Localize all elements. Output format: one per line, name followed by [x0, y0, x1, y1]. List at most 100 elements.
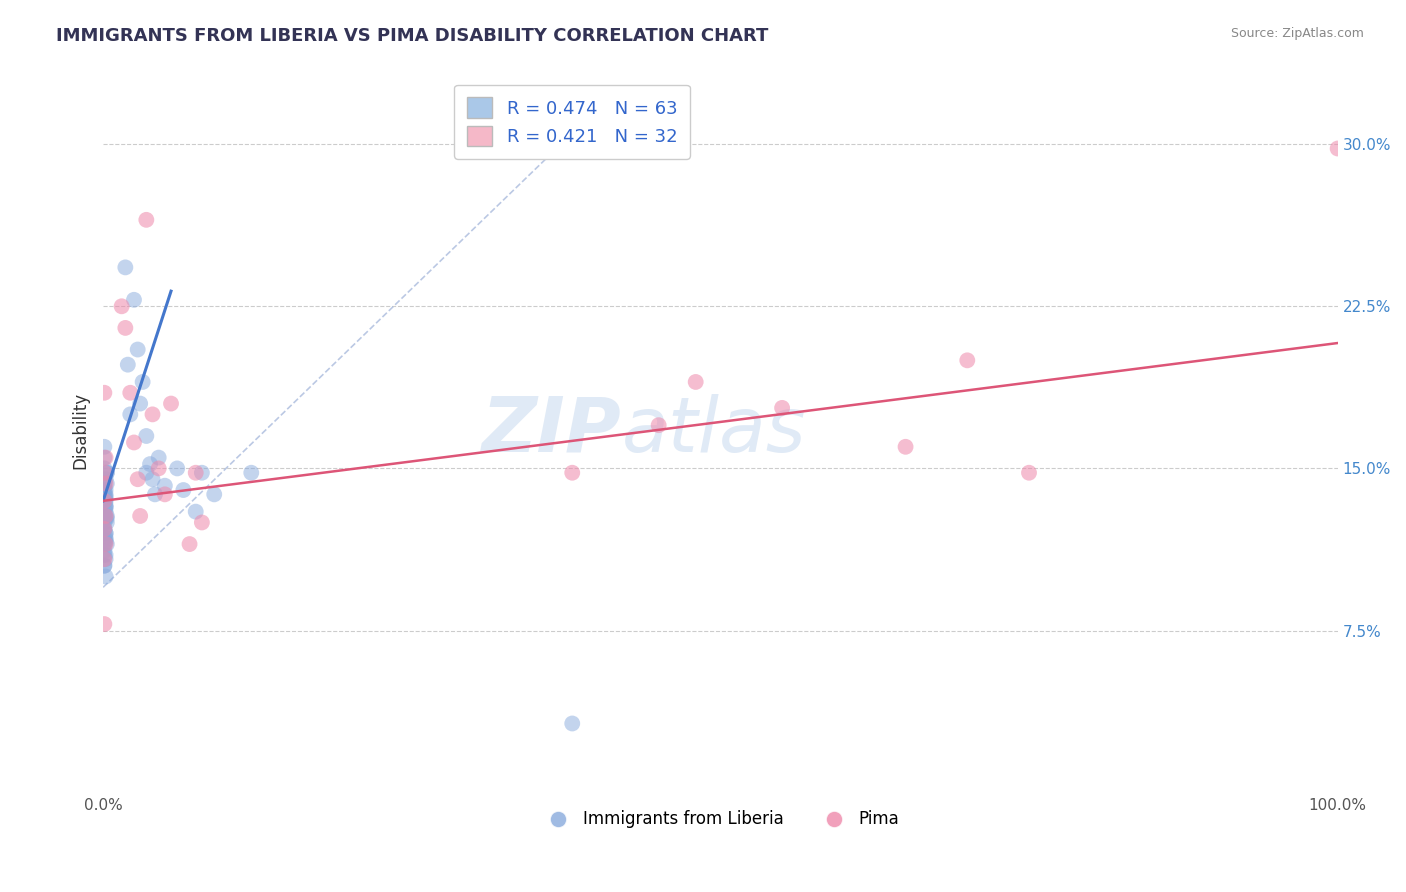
Point [202, 487, 225, 501]
Point [94, 526, 117, 541]
Point [93, 537, 115, 551]
Point [93, 385, 115, 400]
Point [685, 375, 707, 389]
Point [143, 487, 166, 501]
Point [94, 490, 117, 504]
Point [94, 533, 117, 547]
Text: atlas: atlas [621, 393, 806, 467]
Point [160, 396, 183, 410]
Point [93, 461, 115, 475]
Point [770, 401, 793, 415]
Legend: Immigrants from Liberia, Pima: Immigrants from Liberia, Pima [534, 804, 905, 835]
Point [96, 466, 118, 480]
Point [114, 260, 136, 275]
Point [1018, 466, 1040, 480]
Point [93, 558, 115, 573]
Point [94, 500, 117, 515]
Point [93, 516, 115, 530]
Point [94, 569, 117, 583]
Point [240, 466, 263, 480]
Point [179, 537, 201, 551]
Point [94, 472, 117, 486]
Point [93, 558, 115, 573]
Point [135, 212, 157, 227]
Text: Source: ZipAtlas.com: Source: ZipAtlas.com [1230, 27, 1364, 40]
Point [141, 472, 163, 486]
Point [93, 508, 115, 523]
Point [129, 508, 152, 523]
Point [1326, 141, 1348, 155]
Point [131, 375, 153, 389]
Point [94, 487, 117, 501]
Point [93, 543, 115, 558]
Point [94, 548, 117, 562]
Point [894, 440, 917, 454]
Point [153, 487, 176, 501]
Point [94, 535, 117, 549]
Point [93, 476, 115, 491]
Text: ZIP: ZIP [482, 393, 621, 467]
Point [94, 526, 117, 541]
Point [93, 493, 115, 508]
Point [122, 435, 145, 450]
Point [93, 450, 115, 465]
Point [93, 487, 115, 501]
Text: IMMIGRANTS FROM LIBERIA VS PIMA DISABILITY CORRELATION CHART: IMMIGRANTS FROM LIBERIA VS PIMA DISABILI… [56, 27, 769, 45]
Point [94, 491, 117, 506]
Point [122, 293, 145, 307]
Point [172, 483, 194, 497]
Point [93, 522, 115, 536]
Point [127, 343, 149, 357]
Point [93, 552, 115, 566]
Point [93, 440, 115, 454]
Point [94, 531, 117, 545]
Point [94, 476, 117, 491]
Point [94, 500, 117, 515]
Point [114, 321, 136, 335]
Point [94, 511, 117, 525]
Point [956, 353, 979, 368]
Point [129, 396, 152, 410]
Point [148, 450, 170, 465]
Point [120, 408, 142, 422]
Point [135, 466, 157, 480]
Point [153, 479, 176, 493]
Point [184, 505, 207, 519]
Point [647, 418, 669, 433]
Point [96, 508, 118, 523]
Point [96, 511, 118, 525]
Point [94, 483, 117, 497]
Point [94, 505, 117, 519]
Point [111, 299, 134, 313]
Point [191, 466, 214, 480]
Point [93, 479, 115, 493]
Point [94, 450, 117, 465]
Point [135, 429, 157, 443]
Point [96, 516, 118, 530]
Point [94, 493, 117, 508]
Point [120, 385, 142, 400]
Point [94, 498, 117, 512]
Point [141, 408, 163, 422]
Point [184, 466, 207, 480]
Point [127, 472, 149, 486]
Point [561, 716, 583, 731]
Point [96, 476, 118, 491]
Point [93, 522, 115, 536]
Point [93, 522, 115, 536]
Point [191, 516, 214, 530]
Point [93, 548, 115, 562]
Point [93, 617, 115, 632]
Point [94, 508, 117, 523]
Point [139, 457, 162, 471]
Y-axis label: Disability: Disability [72, 392, 89, 469]
Point [93, 466, 115, 480]
Point [93, 483, 115, 497]
Point [561, 466, 583, 480]
Point [117, 358, 139, 372]
Point [96, 466, 118, 480]
Point [94, 537, 117, 551]
Point [148, 461, 170, 475]
Point [166, 461, 188, 475]
Point [96, 537, 118, 551]
